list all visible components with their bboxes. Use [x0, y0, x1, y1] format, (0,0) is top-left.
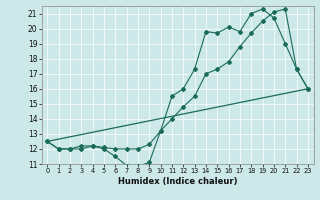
X-axis label: Humidex (Indice chaleur): Humidex (Indice chaleur) [118, 177, 237, 186]
